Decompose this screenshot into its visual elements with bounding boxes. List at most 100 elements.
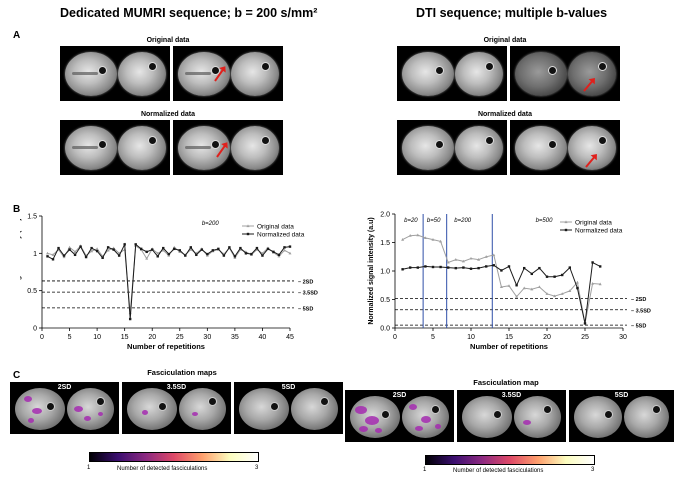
data-point-normalized bbox=[206, 252, 209, 256]
y-axis-label: Normalized signal intensity (a.u) bbox=[20, 218, 22, 325]
x-tick-label: 35 bbox=[231, 334, 239, 341]
mri-left-original-b bbox=[173, 46, 283, 101]
x-tick-label: 10 bbox=[93, 334, 101, 341]
right-fasciculation-title: Fasciculation map bbox=[473, 378, 539, 387]
data-point-normalized bbox=[62, 254, 66, 257]
data-point-normalized bbox=[568, 266, 571, 269]
x-tick-label: 5 bbox=[68, 334, 72, 341]
y-tick-label: 1 bbox=[33, 251, 37, 258]
colorbar-left-max: 3 bbox=[255, 465, 259, 471]
map-label: 2SD bbox=[57, 384, 72, 391]
data-point-normalized bbox=[244, 252, 248, 255]
data-point-original bbox=[522, 286, 526, 290]
y-tick-label: 0.0 bbox=[380, 326, 390, 333]
x-tick-label: 25 bbox=[581, 334, 589, 341]
data-point-original bbox=[530, 287, 534, 291]
threshold-label: – 5SD bbox=[298, 306, 313, 312]
data-point-original bbox=[233, 256, 237, 259]
map-label: 5SD bbox=[281, 384, 296, 391]
data-point-original bbox=[553, 294, 557, 298]
y-tick-label: 0.5 bbox=[380, 297, 390, 304]
data-point-normalized bbox=[68, 248, 71, 251]
b-value-label: b=50 bbox=[427, 218, 441, 224]
data-point-normalized bbox=[591, 261, 594, 264]
data-point-normalized bbox=[515, 284, 518, 287]
left-column-heading: Dedicated MUMRI sequence; b = 200 s/mm² bbox=[60, 6, 318, 20]
data-point-original bbox=[161, 248, 165, 252]
x-tick-label: 45 bbox=[286, 334, 294, 341]
data-point-original bbox=[469, 256, 473, 260]
fasciculation-map-right-3-5sd: 3.5SD bbox=[457, 390, 566, 442]
data-point-normalized bbox=[195, 253, 198, 257]
legend-label: Original data bbox=[257, 224, 294, 231]
data-point-original bbox=[90, 249, 94, 253]
data-point-original bbox=[515, 295, 519, 298]
panel-c-letter: C bbox=[13, 370, 21, 381]
b-value-label: b=20 bbox=[404, 218, 418, 224]
y-tick-label: 1.5 bbox=[380, 240, 390, 247]
data-point-original bbox=[537, 285, 541, 289]
y-tick-label: 2.0 bbox=[380, 212, 390, 219]
data-point-normalized bbox=[200, 248, 204, 251]
right-original-label: Original data bbox=[483, 37, 527, 44]
data-point-normalized bbox=[530, 272, 533, 276]
data-point-normalized bbox=[272, 250, 275, 254]
data-point-normalized bbox=[145, 250, 148, 254]
panel-b-letter: B bbox=[13, 204, 21, 215]
x-axis-label: Number of repetitions bbox=[470, 342, 548, 351]
data-point-original bbox=[591, 281, 595, 285]
mri-left-normalized-a bbox=[60, 120, 170, 175]
map-label: 3.5SD bbox=[501, 392, 522, 399]
data-point-normalized bbox=[261, 254, 264, 257]
data-point-original bbox=[446, 260, 450, 264]
data-point-normalized bbox=[101, 256, 104, 260]
x-axis-label: Number of repetitions bbox=[127, 342, 205, 351]
data-point-normalized bbox=[46, 255, 49, 258]
data-point-normalized bbox=[189, 246, 192, 249]
data-point-original bbox=[401, 238, 405, 241]
map-label: 2SD bbox=[392, 392, 407, 399]
data-point-normalized bbox=[173, 247, 176, 251]
data-point-normalized bbox=[583, 322, 587, 325]
data-point-normalized bbox=[477, 266, 480, 270]
mri-right-normalized-b bbox=[510, 120, 620, 175]
data-point-original bbox=[499, 285, 503, 289]
fasciculation-map-right-5sd: 5SD bbox=[569, 390, 674, 442]
mri-right-original-b bbox=[510, 46, 620, 101]
chart-left: 0 0.5 1 1.5 0 5 10 15 20 25 30 35 40 45 Number of repe… bbox=[20, 214, 318, 352]
data-point-normalized bbox=[112, 248, 115, 251]
data-point-original bbox=[282, 248, 286, 252]
series-line-normalized bbox=[402, 261, 601, 324]
data-point-original bbox=[507, 284, 511, 287]
mri-left-normalized-b bbox=[173, 120, 283, 175]
x-tick-label: 40 bbox=[259, 334, 267, 341]
data-point-original bbox=[598, 282, 602, 286]
data-point-original bbox=[51, 253, 55, 256]
colorbar-left-min: 1 bbox=[87, 465, 91, 471]
x-tick-label: 20 bbox=[148, 334, 156, 341]
fasciculation-map-right-2sd: 2SD bbox=[345, 390, 454, 442]
data-point-original bbox=[260, 251, 264, 255]
data-point-normalized bbox=[485, 265, 488, 268]
data-point-original bbox=[477, 258, 481, 261]
fasciculation-map-left-2sd: 2SD bbox=[10, 382, 119, 434]
data-point-original bbox=[178, 250, 182, 253]
y-tick-label: 1.0 bbox=[380, 269, 390, 276]
data-point-normalized bbox=[266, 247, 270, 251]
map-label: 3.5SD bbox=[166, 384, 187, 391]
data-point-original bbox=[255, 248, 259, 251]
data-point-normalized bbox=[416, 266, 419, 269]
left-fasciculation-title: Fasciculation maps bbox=[147, 368, 217, 377]
data-point-normalized bbox=[409, 266, 412, 269]
data-point-normalized bbox=[211, 249, 215, 252]
data-point-original bbox=[439, 239, 443, 243]
data-point-original bbox=[95, 247, 99, 250]
data-point-normalized bbox=[228, 246, 231, 249]
data-point-original bbox=[431, 238, 435, 241]
mri-left-original-a bbox=[60, 46, 170, 101]
data-point-normalized bbox=[73, 253, 77, 257]
data-point-normalized bbox=[123, 243, 126, 246]
chart-right: 0.0 0.5 1.0 1.5 2.0 0 5 10 15 20 25 30 Number of rep… bbox=[368, 212, 651, 352]
data-point-original bbox=[205, 253, 209, 257]
data-point-original bbox=[277, 254, 281, 258]
